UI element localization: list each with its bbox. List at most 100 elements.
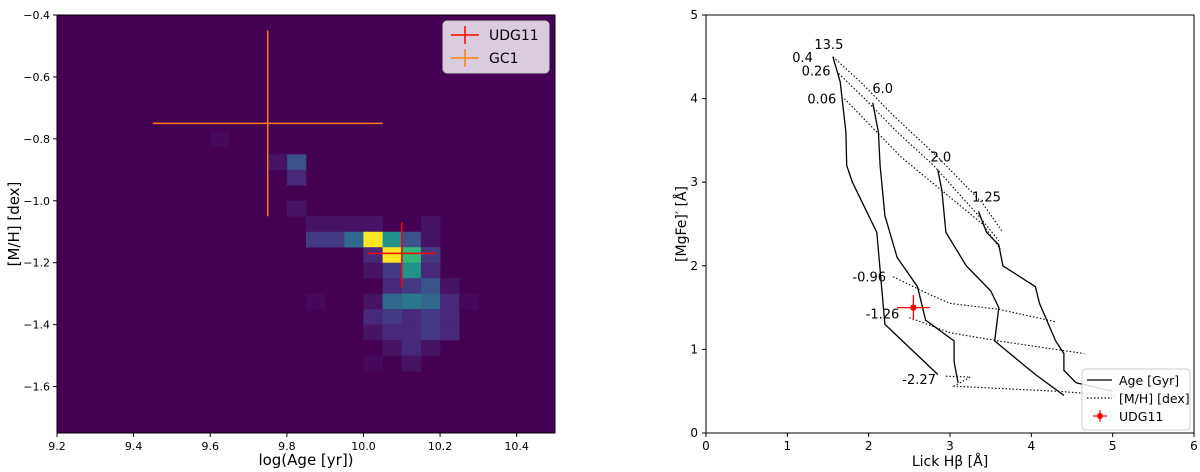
left-plot-frame (56, 14, 556, 434)
heatmap-cell (420, 231, 441, 248)
heatmap-cell (210, 131, 230, 147)
heatmap-cell (325, 216, 345, 233)
heatmap-cell (401, 355, 422, 372)
heatmap-cell (440, 293, 460, 310)
heatmap-cell (382, 231, 403, 248)
x-tick-label: 1 (784, 439, 792, 453)
heatmap-cell (401, 262, 422, 279)
metallicity-line-label: -2.27 (902, 373, 936, 388)
heatmap-cell (363, 293, 383, 310)
x-tick-label: 2 (865, 439, 873, 453)
heatmap-cell (382, 309, 403, 325)
heatmap-cell (363, 324, 383, 341)
x-tick-label: 9.8 (278, 440, 296, 453)
legend-gc1-marker (451, 49, 479, 67)
heatmap-cell (440, 324, 460, 341)
heatmap-cell (267, 154, 288, 171)
age-line (977, 211, 1113, 392)
heatmap-cell (325, 231, 345, 248)
udg11-point (897, 295, 930, 321)
x-tick-label: 10.4 (504, 440, 529, 453)
x-tick-label: 5 (1109, 439, 1117, 453)
legend-age-label: Age [Gyr] (1119, 373, 1179, 388)
x-tick-label: 10.0 (351, 440, 376, 453)
heatmap-cell (363, 247, 383, 264)
left-x-axis-label: log(Age [yr]) (258, 451, 353, 469)
heatmap-cell (382, 247, 403, 264)
heatmap-cell (382, 340, 403, 356)
left-y-axis-label: [M/H] [dex] (5, 182, 23, 267)
heatmap-cell (401, 247, 422, 264)
right-y-axis-label: [MgFe]′ [Å] (673, 186, 690, 262)
heatmap-cell (382, 262, 403, 279)
y-tick-label: −0.6 (23, 71, 50, 84)
metallicity-line-label: -1.26 (866, 308, 900, 323)
left-heatmap-cells (210, 131, 479, 372)
age-line (872, 102, 959, 383)
heatmap-cell (382, 293, 403, 310)
left-errorbars (152, 30, 437, 288)
age-line (832, 56, 939, 375)
metallicity-line-label: -0.96 (852, 271, 886, 286)
right-y-ticks: 0 1 2 3 4 5 (690, 8, 706, 440)
x-tick-label: 0 (702, 439, 710, 453)
legend-udg11-point-marker (1093, 410, 1107, 422)
heatmap-cell (363, 262, 383, 279)
heatmap-cell (344, 231, 364, 248)
heatmap-cell (420, 262, 441, 279)
y-tick-label: −1.2 (23, 257, 50, 270)
y-tick-label: −1.4 (23, 319, 50, 332)
y-tick-label: −0.8 (23, 133, 50, 146)
x-tick-label: 4 (1028, 439, 1036, 453)
y-tick-label: 5 (690, 8, 698, 22)
heatmap-cell (459, 293, 479, 310)
heatmap-cell (382, 278, 403, 294)
heatmap-cell (420, 324, 441, 341)
legend-udg11-marker (451, 26, 479, 44)
heatmap-cell (420, 247, 441, 264)
x-tick-label: 9.2 (48, 440, 66, 453)
left-legend-box (442, 20, 550, 74)
heatmap-cell (286, 200, 307, 217)
metallicity-line-label: 0.06 (807, 93, 836, 108)
age-line (937, 169, 1065, 396)
heatmap-cell (363, 309, 383, 325)
y-tick-label: −0.4 (23, 9, 50, 22)
heatmap-cell (363, 216, 383, 233)
heatmap-cell (344, 216, 364, 233)
errorbar-gc1 (152, 30, 383, 217)
age-line-label: 6.0 (872, 82, 893, 97)
right-legend-box (1081, 368, 1191, 431)
legend-udg11-label: UDG11 (489, 28, 539, 44)
left-panel: 9.2 9.4 9.6 9.8 10.0 10.2 10.4 −1.6−1.4−1.2−1.… (5, 9, 556, 469)
heatmap-cell (306, 216, 326, 233)
heatmap-cell (306, 231, 326, 248)
heatmap-cell (420, 309, 441, 325)
heatmap-cell (420, 216, 441, 233)
y-tick-label: 0 (690, 426, 698, 440)
heatmap-cell (363, 355, 383, 372)
heatmap-cell (382, 324, 403, 341)
y-tick-label: −1.6 (23, 381, 50, 394)
heatmap-cell (401, 293, 422, 310)
y-tick-label: 2 (690, 259, 698, 273)
x-tick-label: 10.2 (428, 440, 453, 453)
legend-udg11-point-label: UDG11 (1119, 409, 1163, 424)
errorbar-udg11 (367, 222, 437, 288)
metallicity-line (945, 375, 1117, 396)
left-legend: UDG11 GC1 (442, 20, 550, 74)
metallicity-line-label: 0.26 (802, 65, 831, 80)
heatmap-cell (420, 293, 441, 310)
heatmap-cell (363, 231, 383, 248)
heatmap-cell (401, 278, 422, 294)
x-tick-label: 9.6 (201, 440, 219, 453)
age-line-label: 13.5 (814, 38, 843, 53)
right-plot-background (706, 15, 1194, 433)
heatmap-cell (401, 340, 422, 356)
y-tick-label: −1.0 (23, 195, 50, 208)
right-x-axis-label: Lick Hβ [Å] (912, 453, 988, 470)
right-panel: 13.5 6.0 2.0 1.25 0.40.26 0.06 -0.96 -1.26 -2.27… (673, 8, 1198, 470)
age-line-label: 1.25 (972, 190, 1001, 205)
y-tick-label: 3 (690, 175, 698, 189)
